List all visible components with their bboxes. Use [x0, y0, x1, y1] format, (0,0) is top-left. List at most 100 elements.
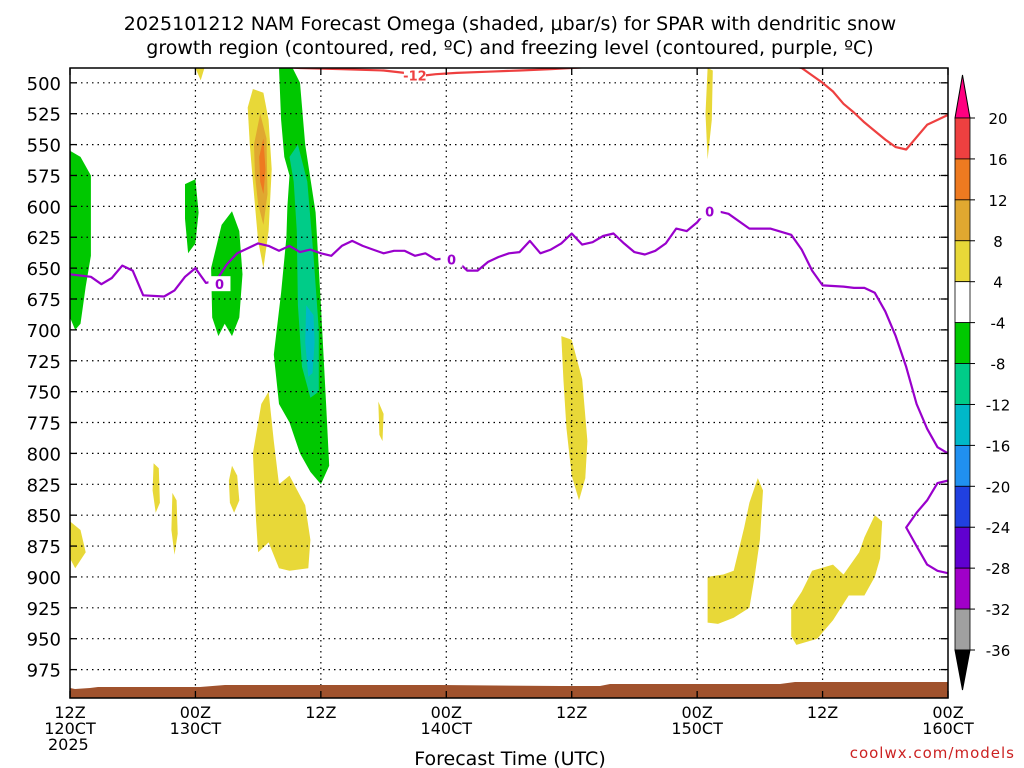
- x-tick-label: 120CT: [44, 719, 96, 738]
- y-tick-label: 800: [27, 444, 61, 465]
- omega-region-15: [378, 401, 384, 442]
- y-tick-label: 875: [27, 537, 61, 558]
- colorbar-segment: [954, 485, 971, 528]
- y-tick-label: 825: [27, 475, 61, 496]
- colorbar-label: 8: [993, 233, 1003, 251]
- colorbar-label: 12: [988, 192, 1007, 210]
- y-tick-label: 975: [27, 661, 61, 682]
- freezing-level-label-bg: [440, 251, 463, 267]
- colorbar-segment: [954, 608, 971, 651]
- freezing-level-contour-line: [70, 207, 948, 455]
- plot-frame: [69, 67, 949, 699]
- omega-region-10: [305, 305, 315, 377]
- x-axis-label: Forecast Time (UTC): [414, 748, 605, 768]
- colorbar: 20 16 12 8 4 -4 -8 -12 -16 -20 -24 -28 -32 -36: [954, 74, 1011, 691]
- y-tick-label: 725: [27, 352, 61, 373]
- colorbar-bottom-triangle: [954, 649, 971, 691]
- omega-region-2: [185, 179, 199, 254]
- y-tick-label: 525: [27, 105, 61, 126]
- chart-title-line2: growth region (contoured, red, ºC) and f…: [146, 37, 873, 59]
- freezing-level-contour-line-low: [905, 479, 948, 575]
- y-tick-label: 625: [27, 228, 61, 249]
- omega-region-4: [195, 68, 205, 81]
- chart-title-line1: 2025101212 NAM Forecast Omega (shaded, μ…: [124, 13, 896, 35]
- colorbar-label: 16: [988, 151, 1007, 169]
- dgz-contour-label: -12: [403, 69, 427, 84]
- omega-region-1: [70, 521, 86, 569]
- x-tick-label: 130CT: [170, 719, 222, 738]
- x-tick-label: 150CT: [671, 719, 723, 738]
- omega-region-14: [171, 492, 178, 555]
- colorbar-label: -36: [986, 642, 1011, 660]
- y-tick-label: 900: [27, 568, 61, 589]
- omega-region-3: [211, 211, 243, 337]
- omega-region-12: [228, 465, 240, 513]
- contour-layer: -12 0 0 0: [70, 68, 948, 575]
- colorbar-label: 4: [993, 274, 1003, 292]
- x-tick-label: 140CT: [421, 719, 473, 738]
- colorbar-label: 20: [988, 110, 1007, 128]
- omega-shading-layer: [70, 68, 883, 645]
- colorbar-segment: [954, 199, 971, 242]
- y-tick-label: 700: [27, 321, 61, 342]
- y-tick-label: 500: [27, 74, 61, 95]
- omega-region-18: [707, 478, 763, 624]
- y-tick-label: 650: [27, 259, 61, 280]
- y-tick-label: 675: [27, 290, 61, 311]
- x-tick-label: 00Z: [180, 703, 211, 722]
- omega-region-7: [259, 138, 266, 194]
- terrain-layer: [70, 682, 948, 698]
- freezing-level-label: 0: [705, 205, 714, 220]
- dgz-contour-label-bg: [403, 68, 426, 83]
- colorbar-label: -32: [986, 601, 1011, 619]
- colorbar-segment: [954, 158, 971, 201]
- colorbar-label: -4: [991, 315, 1006, 333]
- x-tick-label: 160CT: [922, 719, 974, 738]
- x-tick-label: 12Z: [556, 703, 587, 722]
- y-tick-label: 950: [27, 630, 61, 651]
- omega-region-19: [791, 515, 883, 645]
- y-tick-label: 750: [27, 383, 61, 404]
- colorbar-segment: [954, 404, 971, 446]
- colorbar-segment: [954, 117, 971, 160]
- y-tick-label: 550: [27, 136, 61, 157]
- y-tick-label: 775: [27, 414, 61, 435]
- x-tick-label: 12Z: [305, 703, 336, 722]
- y-tick-label: 850: [27, 506, 61, 527]
- credit-text: coolwx.com/models: [850, 744, 1015, 762]
- y-axis: 500 525 550 575 600 625 650 675 700 725 750 775 800 8…: [27, 74, 948, 682]
- x-tick-label: 00Z: [932, 703, 963, 722]
- x-tick-label: 00Z: [431, 703, 462, 722]
- freezing-level-label-bg: [698, 203, 721, 219]
- colorbar-top-triangle: [954, 74, 971, 119]
- colorbar-label: -20: [986, 478, 1011, 496]
- x-tick-label: 2025: [48, 735, 89, 754]
- x-tick-label: 12Z: [807, 703, 838, 722]
- y-tick-label: 600: [27, 197, 61, 218]
- colorbar-segment: [954, 240, 971, 283]
- y-tick-label: 925: [27, 599, 61, 620]
- colorbar-segment: [954, 363, 971, 405]
- omega-region-16: [561, 336, 588, 501]
- dgz-contour-line: [281, 68, 948, 151]
- colorbar-segment: [954, 526, 971, 569]
- x-tick-label: 12Z: [54, 703, 85, 722]
- freezing-level-label: 0: [215, 278, 224, 293]
- x-tick-label: 00Z: [681, 703, 712, 722]
- omega-region-11: [252, 391, 311, 571]
- colorbar-label: -8: [991, 356, 1006, 374]
- colorbar-label: -28: [986, 560, 1011, 578]
- colorbar-segment: [954, 567, 971, 610]
- colorbar-segment: [954, 322, 971, 364]
- y-tick-label: 575: [27, 166, 61, 187]
- omega-region-13: [152, 463, 160, 513]
- freezing-level-label: 0: [447, 253, 456, 268]
- colorbar-label: -12: [986, 396, 1011, 414]
- colorbar-segment: [954, 444, 971, 487]
- colorbar-segment: [954, 281, 971, 324]
- colorbar-label: -24: [986, 519, 1011, 537]
- freezing-level-label-bg: [208, 276, 231, 292]
- grid-layer: [70, 68, 948, 698]
